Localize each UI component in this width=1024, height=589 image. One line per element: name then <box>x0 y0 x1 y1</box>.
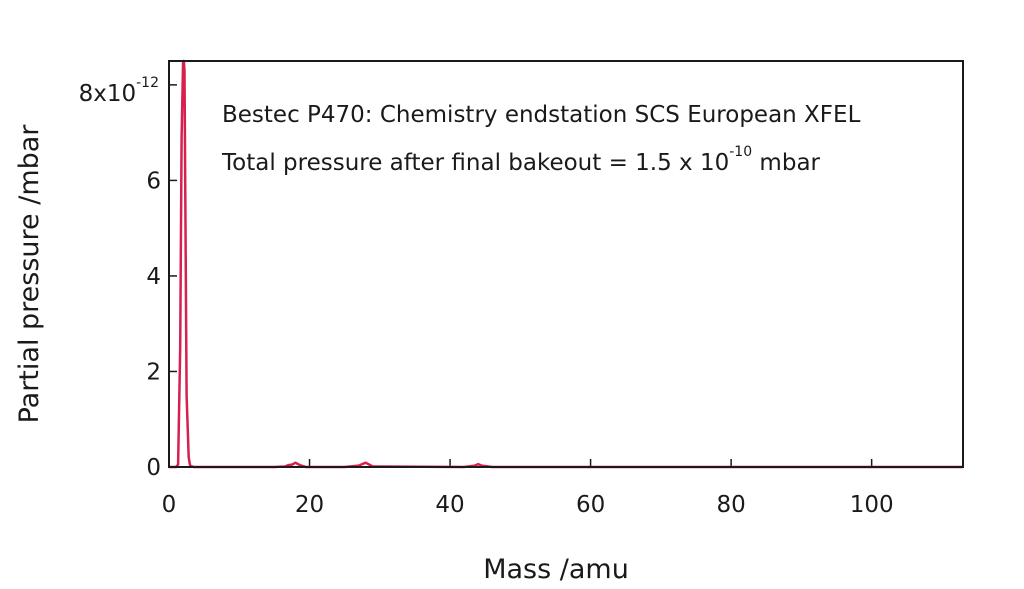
annotation-total-pressure-text: Total pressure after final bakeout = 1.5… <box>221 150 729 176</box>
y-axis-multiplier-base: 8x10 <box>79 81 137 107</box>
annotation-total-pressure-exponent: -10 <box>729 144 752 160</box>
x-tick-label: 20 <box>295 492 324 518</box>
x-tick-label: 0 <box>162 492 177 518</box>
annotation-instrument-text: Bestec P470: Chemistry endstation SCS Eu… <box>222 102 861 128</box>
y-tick-label: 6 <box>146 168 161 194</box>
plot-frame <box>168 60 964 468</box>
annotation-instrument: Bestec P470: Chemistry endstation SCS Eu… <box>222 102 861 128</box>
y-axis-title: Partial pressure /mbar <box>14 124 45 424</box>
y-tick-label: 0 <box>146 455 161 481</box>
y-axis-multiplier: 8x10-12 <box>79 75 159 107</box>
y-tick-label: 4 <box>146 264 161 290</box>
x-axis-title: Mass /amu <box>483 554 629 585</box>
annotation-total-pressure-unit: mbar <box>752 150 820 176</box>
x-tick-label: 60 <box>576 492 605 518</box>
y-tick-label: 2 <box>146 359 161 385</box>
x-tick-label: 80 <box>716 492 745 518</box>
x-tick-label: 100 <box>850 492 894 518</box>
annotation-total-pressure: Total pressure after final bakeout = 1.5… <box>221 144 821 176</box>
x-tick-label: 40 <box>435 492 464 518</box>
y-axis-multiplier-exponent: -12 <box>136 75 159 91</box>
